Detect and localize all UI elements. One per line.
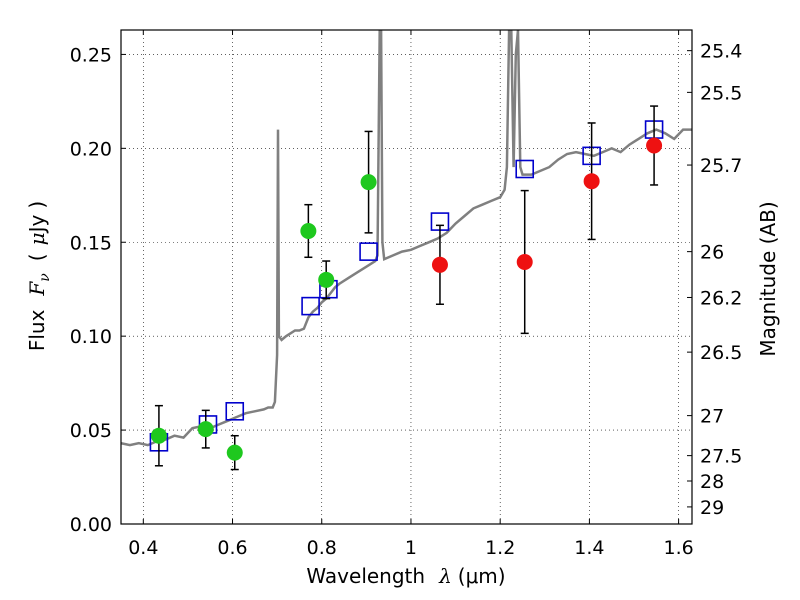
- measurement-point: [150, 427, 167, 444]
- y2-tick-label: 27.5: [700, 446, 742, 468]
- y2-tick-label: 25.5: [700, 82, 742, 104]
- x-tick-label: 1.4: [574, 537, 604, 559]
- y2-tick-label: 26.2: [700, 287, 742, 309]
- measurement-point: [646, 137, 663, 154]
- y-tick-label: 0.05: [70, 420, 112, 442]
- y2-tick-label: 26.5: [700, 342, 742, 364]
- y-axis-label: FluxFν(μJy): [25, 201, 53, 351]
- grid: [121, 30, 692, 525]
- measurement-point: [360, 174, 377, 191]
- y-tick-label: 0.00: [70, 514, 112, 536]
- model-flux-square: [301, 296, 320, 316]
- measurement-point: [318, 271, 335, 288]
- model-flux-square: [515, 159, 535, 179]
- x-axis-label: Wavelength λ (μm): [306, 564, 505, 588]
- plot-frame: [120, 29, 693, 525]
- y-tick-label: 0.10: [70, 326, 112, 348]
- model-flux-square: [225, 402, 245, 421]
- x-tick-label: 0.8: [307, 537, 337, 559]
- spectrum-line: [121, 30, 692, 447]
- y2-tick-label: 25.4: [700, 41, 742, 63]
- y2-tick-label: 29: [700, 497, 724, 519]
- y-tick-label: 0.15: [70, 232, 112, 254]
- y2-tick-label: 27: [700, 406, 724, 428]
- y-tick-label: 0.20: [70, 138, 112, 160]
- model-flux-square: [359, 242, 378, 261]
- x-tick-label: 0.6: [217, 537, 247, 559]
- x-tick-label: 0.4: [128, 537, 158, 559]
- measurement-point: [583, 173, 600, 190]
- measurement-point: [226, 444, 243, 461]
- measurement-point: [300, 222, 317, 239]
- measurement-point: [197, 421, 214, 438]
- y2-tick-label: 25.7: [700, 155, 742, 177]
- y2-tick-label: 26: [700, 242, 724, 264]
- y2-axis-label: Magnitude (AB): [756, 201, 780, 356]
- measurement-point: [431, 256, 448, 273]
- plot-area: [121, 30, 692, 471]
- y2-tick-label: 28: [700, 471, 724, 493]
- x-tick-label: 1.2: [485, 537, 515, 559]
- x-tick-label: 1.6: [664, 537, 694, 559]
- x-tick-label: 1: [405, 537, 417, 559]
- axis-ticks: 0.4 0.6 0.8 1 1.2 1.4 1.6 0.00 0.05 0.10 0.15 0.20 0…: [70, 30, 742, 559]
- y-tick-label: 0.25: [70, 44, 112, 66]
- measurement-point: [516, 253, 533, 270]
